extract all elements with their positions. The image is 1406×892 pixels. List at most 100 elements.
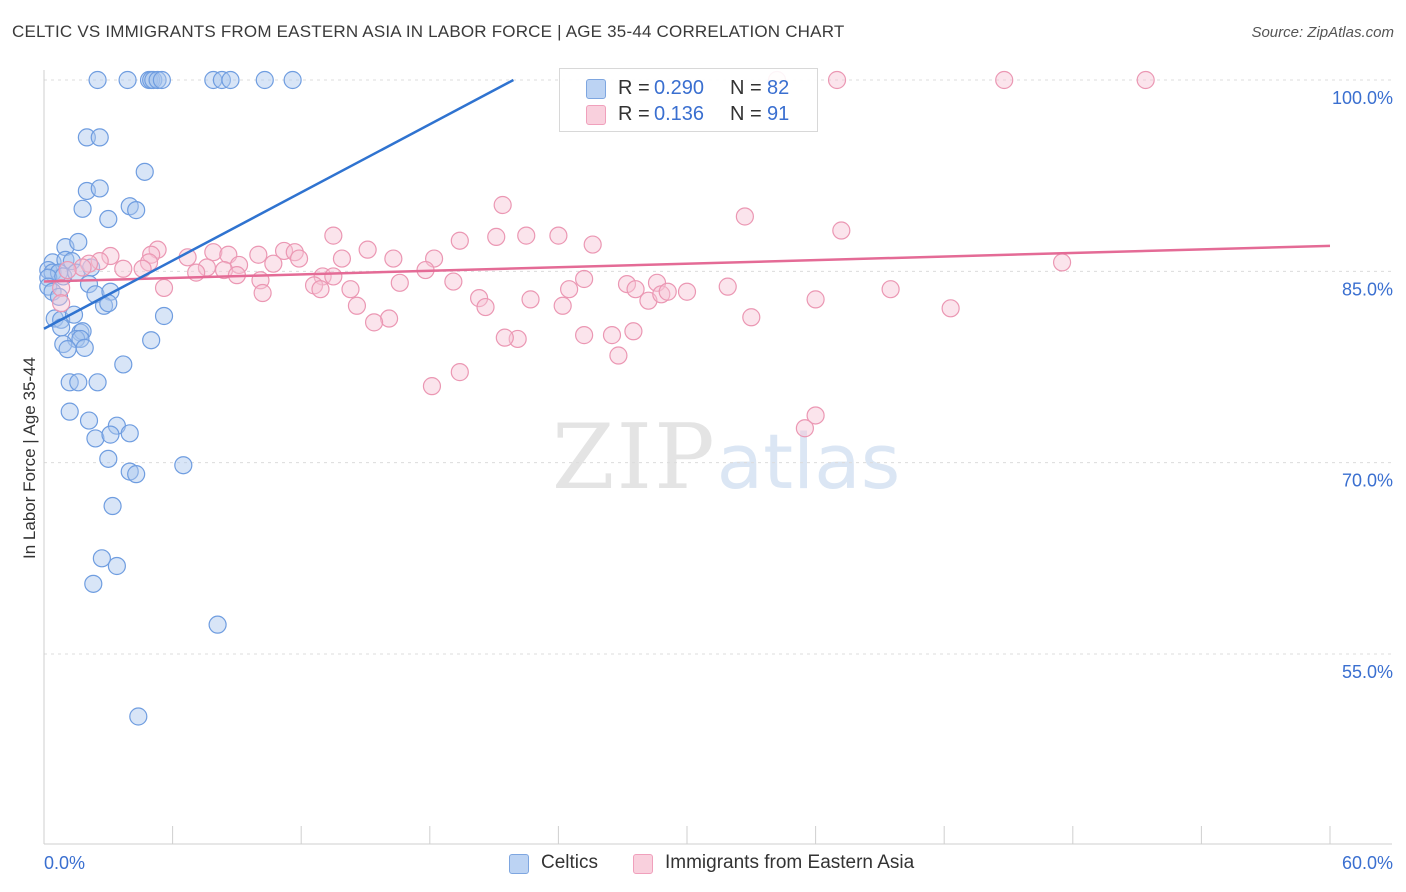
eastern-asia-point <box>806 406 825 425</box>
grid-lines <box>44 79 1392 655</box>
celtics-point <box>75 338 94 357</box>
celtics-point <box>142 331 161 350</box>
eastern-asia-points <box>52 70 1155 438</box>
celtics-point <box>114 355 133 374</box>
eastern-asia-point <box>517 226 536 245</box>
zipatlas-watermark: ZIPatlas <box>552 405 900 510</box>
eastern-asia-point <box>204 243 223 262</box>
eastern-asia-point <box>1052 253 1072 272</box>
celtics-point <box>174 456 193 475</box>
celtics-point <box>107 556 126 576</box>
eastern-asia-point <box>324 226 343 245</box>
celtics-point <box>79 411 99 430</box>
eastern-asia-point <box>575 326 594 345</box>
celtics-point <box>84 574 103 593</box>
celtics-point <box>255 70 274 90</box>
eastern-asia-point <box>553 296 572 315</box>
eastern-asia-point <box>677 282 697 301</box>
eastern-asia-point <box>549 226 568 245</box>
celtics-points <box>39 70 302 726</box>
celtics-point <box>101 425 120 444</box>
celtics-point <box>221 70 240 90</box>
celtics-point <box>103 496 122 516</box>
eastern-asia-point <box>73 258 92 277</box>
series-legend: Celtics Immigrants from Eastern Asia <box>0 852 1406 878</box>
eastern-asia-point <box>626 280 645 299</box>
celtics-point <box>129 707 148 726</box>
celtics-point <box>118 70 137 90</box>
y-tick-label: 85.0% <box>1342 279 1393 299</box>
legend-n-value-celtics: 82 <box>767 77 790 99</box>
celtics-point <box>60 402 79 421</box>
celtics-point <box>69 232 88 252</box>
celtics-point <box>71 329 90 349</box>
watermark-atlas: atlas <box>716 417 901 506</box>
eastern-asia-point <box>341 280 360 299</box>
legend-swatch-celtics <box>586 79 606 99</box>
eastern-asia-point <box>90 252 109 271</box>
celtics-point <box>127 201 146 220</box>
eastern-asia-point <box>941 299 960 318</box>
eastern-asia-point <box>324 267 343 286</box>
eastern-asia-point <box>332 249 352 268</box>
eastern-asia-point <box>114 259 133 278</box>
eastern-asia-point <box>658 282 677 301</box>
eastern-asia-point <box>101 246 120 266</box>
legend-n-label: N = <box>730 77 762 99</box>
eastern-asia-point <box>390 273 409 292</box>
eastern-asia-point <box>52 278 71 298</box>
celtics-point <box>283 70 302 90</box>
legend-r-label: R = <box>618 77 650 99</box>
eastern-asia-point <box>450 363 469 382</box>
legend-row-eastern-asia: R = 0.136 N = 91 <box>560 101 817 127</box>
eastern-asia-point <box>827 70 847 90</box>
celtics-point <box>58 340 77 359</box>
celtics-point <box>99 209 118 229</box>
eastern-asia-point <box>881 280 900 299</box>
eastern-asia-trend-line <box>43 244 1331 283</box>
eastern-asia-point <box>450 231 469 250</box>
eastern-asia-point <box>476 297 495 317</box>
eastern-asia-point <box>493 195 512 215</box>
celtics-point <box>92 549 111 568</box>
eastern-asia-point <box>379 309 399 328</box>
y-tick-label: 70.0% <box>1342 471 1393 491</box>
celtics-point <box>99 449 118 468</box>
chart-title: CELTIC VS IMMIGRANTS FROM EASTERN ASIA I… <box>12 22 845 41</box>
legend-swatch-eastern-asia <box>586 105 606 125</box>
eastern-asia-point <box>289 249 309 268</box>
celtics-point <box>127 465 146 484</box>
celtics-point <box>120 424 139 443</box>
y-tick-label: 100.0% <box>1332 88 1393 108</box>
celtics-point <box>90 179 109 198</box>
eastern-asia-point <box>311 280 330 299</box>
eastern-asia-label: Immigrants from Eastern Asia <box>665 852 915 873</box>
celtics-point <box>88 373 107 392</box>
eastern-asia-point <box>249 245 268 264</box>
eastern-asia-point <box>521 290 540 309</box>
eastern-asia-point <box>795 419 814 438</box>
eastern-asia-point <box>384 249 403 268</box>
legend-n-label: N = <box>730 103 762 125</box>
eastern-asia-point <box>495 328 514 347</box>
eastern-asia-point <box>806 290 825 309</box>
legend-r-label: R = <box>618 103 650 125</box>
eastern-asia-point <box>575 269 594 289</box>
celtics-point <box>77 128 96 147</box>
celtics-point <box>152 70 171 90</box>
eastern-asia-point <box>718 277 737 296</box>
axes <box>43 70 1392 845</box>
eastern-asia-point <box>358 240 377 259</box>
x-tick-label: 60.0% <box>1342 853 1393 873</box>
legend-n-value-eastern-asia: 91 <box>767 103 790 125</box>
celtics-point <box>148 70 167 90</box>
eastern-asia-point <box>832 221 851 240</box>
eastern-asia-point <box>422 377 442 396</box>
eastern-asia-point <box>624 322 643 341</box>
eastern-asia-point <box>609 346 628 365</box>
celtics-point <box>86 429 105 448</box>
eastern-asia-point <box>253 283 272 303</box>
eastern-asia-point <box>487 227 506 246</box>
eastern-asia-point <box>52 294 71 313</box>
